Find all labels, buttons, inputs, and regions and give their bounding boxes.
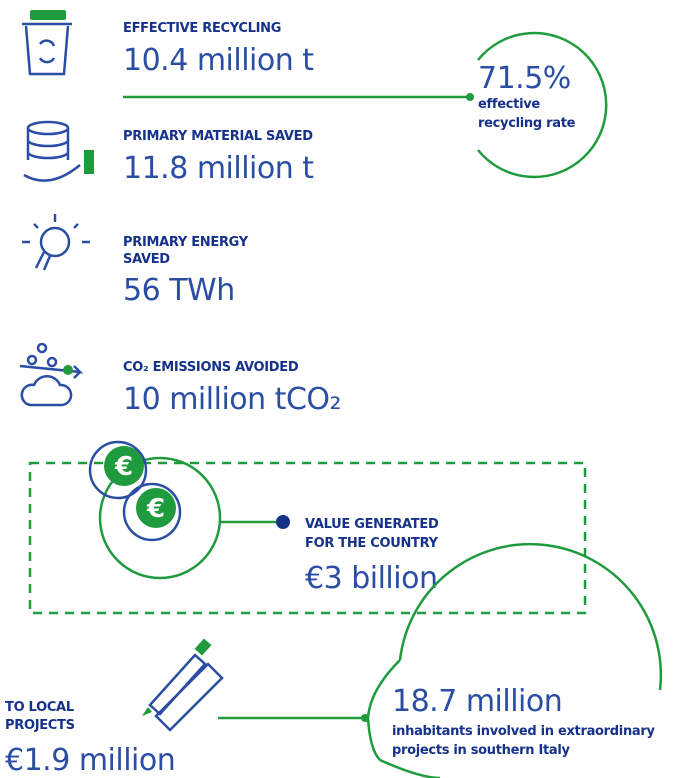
item-label: EFFECTIVE RECYCLING [123,21,281,36]
dot [466,93,474,101]
icon-part [36,342,48,354]
icon-part [23,164,81,182]
icon-part [142,707,152,716]
icon-part [38,39,56,64]
item-value: 10 million tCO₂ [123,382,341,417]
coins-icon: € € [88,440,182,542]
country-label: VALUE GENERATED [305,517,439,532]
icon-part [84,150,94,174]
energy-icon [22,214,90,271]
icon-part [39,226,71,258]
tools-icon [142,638,224,732]
icon-part [104,446,144,486]
item-value: 10.4 million t [123,43,314,78]
icon-part [34,251,52,271]
icon-part [194,638,212,656]
inhabitants-text: inhabitants involved in extraordinary [392,724,655,739]
rate-value: 71.5% [478,61,571,96]
country-value: €3 billion [305,561,437,596]
dashed-box [28,461,587,615]
icon-part [46,356,58,368]
item-value: 11.8 million t [123,151,314,186]
inhabitants-text: projects in southern Italy [392,743,571,758]
icon-part [26,354,38,366]
icon-part [122,482,182,542]
rate-text: recycling rate [478,116,576,131]
icon-part [20,375,73,407]
material-icon [23,120,94,182]
icon-part [88,440,148,500]
icon-part [30,10,66,20]
rate-text: effective [478,97,540,112]
icon-part [73,223,79,229]
icon-part: € [146,494,165,524]
icon-part [148,653,207,716]
icon-part [33,223,39,229]
item-label: SAVED [123,252,170,267]
country-label: FOR THE COUNTRY [305,536,439,551]
icon-part [136,488,176,528]
icon-part [26,128,70,160]
local-label: PROJECTS [5,718,75,733]
coin-circle [98,456,222,580]
inhabitants-value: 18.7 million [392,684,562,719]
item-label: CO₂ EMISSIONS AVOIDED [123,360,299,375]
icon-part [24,25,70,76]
item-label: PRIMARY ENERGY [123,235,249,250]
icon-part [19,364,84,379]
local-label: TO LOCAL [5,700,74,715]
dot [276,515,290,529]
inhabitants-arc [366,659,401,761]
co2-icon [19,342,84,407]
icon-part [26,120,70,136]
local-value: €1.9 million [5,743,175,778]
rate-arc [477,31,608,179]
item-value: 56 TWh [123,273,235,308]
bin-icon [22,10,72,76]
icon-part: € [114,452,133,482]
icon-part [63,365,73,375]
item-label: PRIMARY MATERIAL SAVED [123,129,313,144]
icon-part [154,662,224,732]
